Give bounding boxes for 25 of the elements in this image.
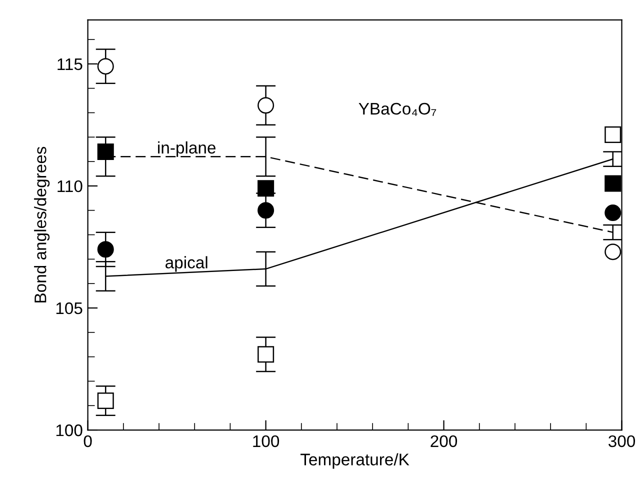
y-tick-label: 115 — [58, 58, 82, 70]
point — [258, 346, 274, 363]
x-tick-label: 100 — [253, 435, 280, 448]
x-tick-label: 0 — [84, 435, 92, 448]
point — [604, 175, 622, 192]
annotation: apical — [166, 256, 208, 272]
point — [97, 58, 114, 75]
x-axis-title: Temperature/K — [300, 453, 410, 469]
point — [604, 204, 622, 222]
point — [97, 241, 114, 258]
point — [97, 144, 114, 160]
point — [258, 202, 274, 219]
point — [258, 97, 274, 114]
y-axis-title: Bond angles/degrees — [34, 146, 50, 302]
point — [604, 244, 622, 260]
y-tick-label: 105 — [56, 302, 82, 314]
y-tick-label: 100 — [56, 424, 82, 436]
annotation: YBaCo₄O₇ — [358, 102, 436, 116]
x-tick-label: 300 — [608, 435, 636, 448]
point — [97, 392, 114, 409]
annotation: in-plane — [158, 141, 216, 157]
y-tick-label: 110 — [58, 180, 82, 192]
x-tick-label: 200 — [430, 435, 458, 448]
point — [604, 126, 622, 143]
point — [258, 180, 274, 197]
